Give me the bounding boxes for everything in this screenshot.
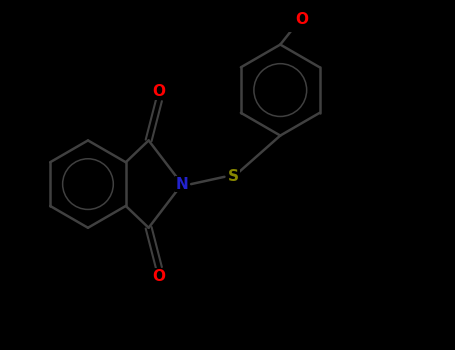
Text: N: N [176, 177, 188, 191]
Text: O: O [152, 84, 166, 99]
Text: O: O [295, 12, 308, 27]
Text: O: O [152, 269, 166, 284]
Text: S: S [228, 169, 239, 184]
